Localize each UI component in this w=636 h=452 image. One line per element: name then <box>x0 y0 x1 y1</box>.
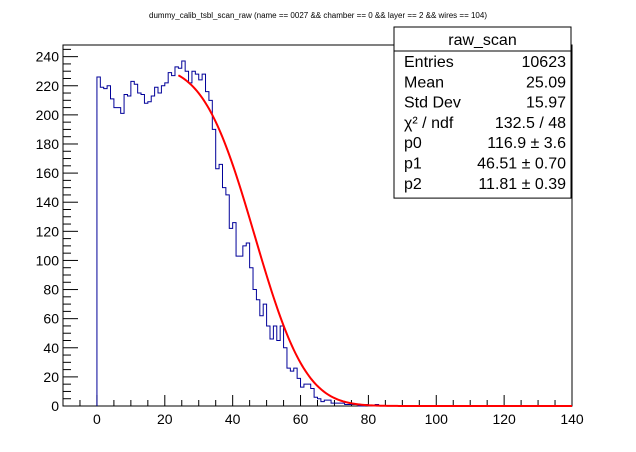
x-tick-label: 80 <box>361 411 377 427</box>
y-tick-label: 40 <box>43 340 59 356</box>
stats-label: p0 <box>404 135 422 152</box>
stats-value: 10623 <box>522 54 567 71</box>
stats-value: 15.97 <box>526 95 566 112</box>
stats-label: χ² / ndf <box>404 115 454 132</box>
y-tick-label: 60 <box>43 311 59 327</box>
y-tick-label: 120 <box>36 223 60 239</box>
y-tick-label: 240 <box>36 49 60 65</box>
stats-label: p1 <box>404 156 422 173</box>
y-tick-label: 0 <box>51 398 59 414</box>
x-tick-label: 20 <box>157 411 173 427</box>
y-tick-label: 20 <box>43 369 59 385</box>
stats-value: 116.9 ± 3.6 <box>487 135 566 152</box>
stats-title: raw_scan <box>448 32 516 49</box>
stats-value: 46.51 ± 0.70 <box>477 156 566 173</box>
stats-value: 11.81 ± 0.39 <box>478 176 566 193</box>
y-tick-label: 200 <box>36 107 60 123</box>
x-tick-label: 60 <box>293 411 309 427</box>
stats-label: p2 <box>404 176 422 193</box>
stats-label: Mean <box>404 74 444 91</box>
x-tick-label: 40 <box>225 411 241 427</box>
stats-label: Std Dev <box>404 95 461 112</box>
y-tick-label: 100 <box>36 252 60 268</box>
x-tick-label: 140 <box>560 411 584 427</box>
x-tick-label: 120 <box>492 411 516 427</box>
x-tick-label: 100 <box>425 411 449 427</box>
stats-value: 25.09 <box>526 74 566 91</box>
stats-box-frame <box>393 26 572 199</box>
y-tick-label: 80 <box>43 282 59 298</box>
stats-label: Entries <box>404 54 454 71</box>
x-axis: 0 20 40 60 80 100 120 140 <box>62 395 584 427</box>
y-axis: 0 20 40 60 80 100 120 140 160 180 200 220 240 <box>36 49 78 414</box>
y-tick-label: 220 <box>36 78 60 94</box>
chart-title: dummy_calib_tsbl_scan_raw (name == 0027 … <box>149 11 487 20</box>
y-tick-label: 160 <box>36 165 60 181</box>
stats-value: 132.5 / 48 <box>495 115 566 132</box>
x-tick-label: 0 <box>93 411 101 427</box>
stats-box: raw_scan Entries 10623 Mean 25.09 Std Dev 15.9… <box>393 26 572 199</box>
y-tick-label: 180 <box>36 136 60 152</box>
y-tick-label: 140 <box>36 194 60 210</box>
gaussian-fit-curve <box>177 74 572 407</box>
